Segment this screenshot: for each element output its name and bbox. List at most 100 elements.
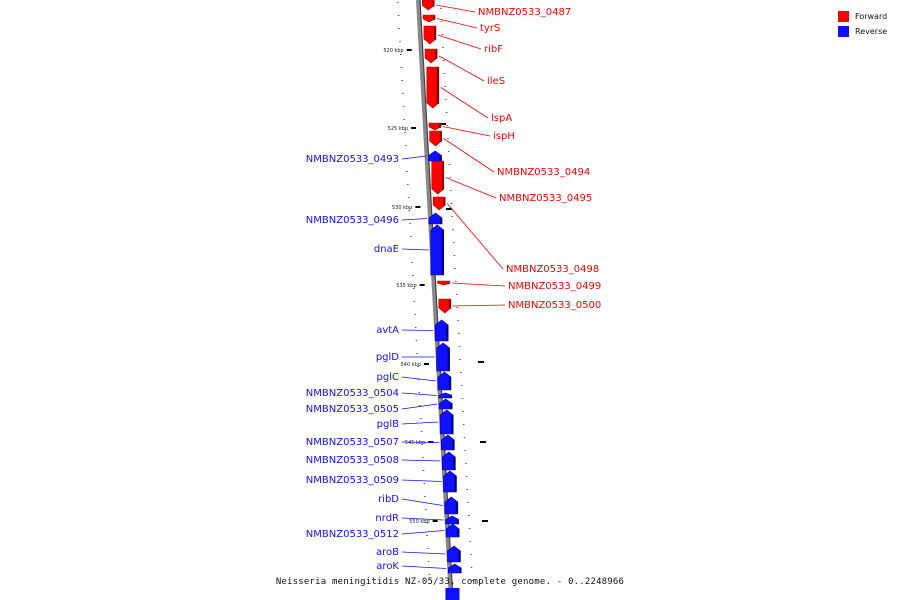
minor-tick-right: [470, 567, 473, 568]
minor-tick-left: [411, 262, 413, 263]
minor-tick-left: [417, 366, 419, 367]
forward-gene-arrow[interactable]: [429, 130, 442, 147]
forward-gene-leader: [452, 304, 506, 307]
reverse-gene-partial[interactable]: [445, 588, 460, 600]
reverse-gene-shade: [447, 348, 450, 371]
minor-tick-right: [465, 476, 468, 477]
tick-mark: [482, 520, 488, 522]
reverse-gene-leader: [401, 218, 428, 221]
reverse-gene-label[interactable]: NMBNZ0533_0505: [306, 404, 399, 415]
minor-tick-left: [409, 223, 411, 224]
minor-tick-right: [457, 333, 460, 334]
minor-tick-right: [454, 268, 456, 269]
minor-tick-right: [458, 346, 461, 347]
reverse-gene-leader: [401, 517, 444, 521]
minor-tick-right: [443, 73, 446, 74]
minor-tick-left: [407, 197, 410, 198]
reverse-gene-label[interactable]: dnaE: [374, 244, 399, 255]
reverse-gene-shade: [458, 551, 461, 562]
forward-gene-label[interactable]: NMBNZ0533_0495: [499, 193, 592, 204]
forward-gene-label[interactable]: NMBNZ0533_0499: [508, 281, 601, 292]
minor-tick-left: [406, 171, 408, 172]
reverse-gene-label[interactable]: NMBNZ0533_0504: [306, 388, 399, 399]
reverse-gene-shade: [448, 377, 451, 390]
forward-gene-leader: [436, 4, 476, 13]
forward-gene-label[interactable]: ribF: [484, 44, 503, 55]
reverse-gene-label[interactable]: ribD: [378, 494, 399, 505]
forward-gene-arrow[interactable]: [423, 25, 437, 45]
reverse-gene-label[interactable]: aroK: [376, 561, 399, 572]
scale-label: 540 kbp: [401, 362, 421, 368]
forward-gene-leader: [440, 87, 489, 119]
reverse-gene-label[interactable]: pglB: [377, 419, 399, 430]
minor-tick-right: [461, 398, 464, 399]
reverse-gene-label[interactable]: NMBNZ0533_0509: [306, 475, 399, 486]
legend-reverse: Reverse: [838, 24, 887, 39]
forward-gene-label[interactable]: NMBNZ0533_0498: [506, 264, 599, 275]
forward-gene-shade: [433, 27, 436, 40]
minor-tick-left: [402, 93, 404, 94]
forward-gene-leader: [443, 138, 495, 173]
reverse-gene-label[interactable]: NMBNZ0533_0508: [306, 455, 399, 466]
reverse-gene-label[interactable]: pglC: [377, 372, 399, 383]
forward-gene-arrow[interactable]: [422, 14, 436, 23]
minor-tick-right: [440, 8, 442, 9]
minor-tick-left: [402, 106, 405, 107]
reverse-gene-label[interactable]: pglD: [376, 352, 399, 363]
forward-gene-arrow[interactable]: [421, 0, 435, 11]
forward-gene-label[interactable]: NMBNZ0533_0494: [497, 167, 590, 178]
minor-tick-left: [399, 41, 401, 42]
reverse-gene-shade: [451, 415, 454, 434]
forward-gene-label[interactable]: NMBNZ0533_0500: [508, 300, 601, 311]
forward-gene-arrow[interactable]: [424, 48, 438, 64]
minor-tick-right: [447, 138, 449, 139]
minor-tick-left: [403, 119, 406, 120]
minor-tick-left: [420, 431, 423, 432]
minor-tick-left: [426, 535, 428, 536]
minor-tick-right: [453, 255, 456, 256]
forward-gene-arrow[interactable]: [426, 66, 440, 109]
minor-tick-right: [441, 34, 444, 35]
minor-tick-left: [407, 184, 409, 185]
reverse-gene-shade: [452, 440, 455, 450]
minor-tick-left: [419, 405, 421, 406]
reverse-gene-shade: [449, 395, 452, 398]
scale-tick: [424, 363, 430, 365]
reverse-gene-label[interactable]: NMBNZ0533_0493: [306, 154, 399, 165]
reverse-gene-label[interactable]: NMBNZ0533_0496: [306, 215, 399, 226]
minor-tick-left: [408, 210, 411, 211]
forward-gene-label[interactable]: ispH: [493, 131, 515, 142]
minor-tick-left: [404, 145, 407, 146]
forward-gene-label[interactable]: lspA: [491, 113, 512, 124]
minor-tick-right: [462, 424, 465, 425]
forward-gene-shade: [441, 162, 444, 190]
minor-tick-left: [412, 288, 415, 289]
forward-gene-arrow[interactable]: [437, 280, 450, 286]
minor-tick-right: [447, 151, 450, 152]
reverse-gene-leader: [401, 565, 447, 569]
minor-tick-right: [459, 359, 461, 360]
minor-tick-right: [449, 177, 451, 178]
forward-gene-label[interactable]: NMBNZ0533_0487: [478, 7, 571, 18]
minor-tick-right: [456, 307, 459, 308]
minor-tick-left: [400, 67, 403, 68]
forward-gene-shade: [439, 132, 442, 142]
reverse-gene-label[interactable]: nrdR: [375, 513, 399, 524]
minor-tick-left: [427, 548, 429, 549]
minor-tick-right: [440, 21, 443, 22]
minor-tick-right: [446, 125, 449, 126]
forward-gene-arrow[interactable]: [432, 196, 446, 211]
forward-gene-label[interactable]: tyrS: [480, 23, 500, 34]
forward-gene-shade: [432, 1, 435, 7]
legend-reverse-label: Reverse: [855, 27, 888, 36]
minor-tick-right: [471, 580, 474, 581]
forward-gene-arrow[interactable]: [438, 298, 452, 314]
reverse-gene-label[interactable]: avtA: [376, 325, 399, 336]
reverse-gene-label[interactable]: NMBNZ0533_0507: [306, 437, 399, 448]
forward-gene-arrow[interactable]: [428, 122, 442, 131]
reverse-gene-shade: [459, 568, 462, 573]
reverse-gene-label[interactable]: NMBNZ0533_0512: [306, 529, 399, 540]
forward-gene-label[interactable]: ileS: [487, 76, 505, 87]
reverse-gene-label[interactable]: aroB: [376, 547, 399, 558]
